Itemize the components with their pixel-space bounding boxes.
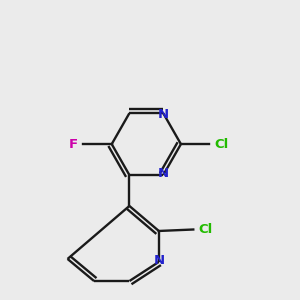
Text: F: F bbox=[69, 138, 78, 151]
Text: N: N bbox=[158, 108, 169, 121]
Text: N: N bbox=[153, 254, 164, 267]
Text: Cl: Cl bbox=[199, 223, 213, 236]
Text: Cl: Cl bbox=[215, 138, 229, 151]
Text: N: N bbox=[158, 167, 169, 180]
